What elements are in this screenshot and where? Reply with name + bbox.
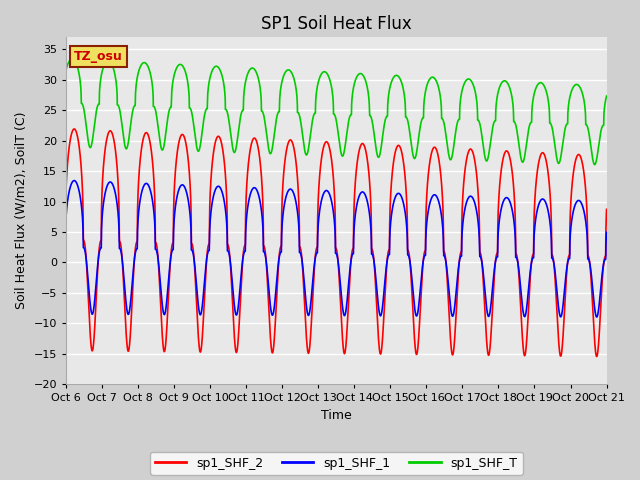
sp1_SHF_1 — [159, 309, 167, 315]
sp1_SHF_2 — [428, 150, 435, 156]
Line: sp1_SHF_1: sp1_SHF_1 — [66, 180, 607, 317]
sp1_SHF_T — [602, 95, 610, 101]
sp1_SHF_T — [591, 162, 598, 168]
sp1_SHF_2 — [70, 126, 78, 132]
sp1_SHF_T — [62, 67, 70, 73]
sp1_SHF_1 — [458, 253, 465, 259]
sp1_SHF_1 — [488, 290, 496, 296]
sp1_SHF_T — [488, 128, 496, 134]
Line: sp1_SHF_T: sp1_SHF_T — [66, 59, 607, 165]
sp1_SHF_T — [428, 74, 435, 80]
sp1_SHF_2 — [62, 185, 70, 191]
sp1_SHF_1 — [603, 229, 611, 235]
sp1_SHF_2 — [316, 168, 324, 173]
sp1_SHF_1 — [62, 213, 70, 219]
X-axis label: Time: Time — [321, 408, 352, 421]
sp1_SHF_2 — [458, 249, 465, 255]
sp1_SHF_T — [316, 73, 324, 79]
Line: sp1_SHF_2: sp1_SHF_2 — [66, 129, 607, 357]
Legend: sp1_SHF_2, sp1_SHF_1, sp1_SHF_T: sp1_SHF_2, sp1_SHF_1, sp1_SHF_T — [150, 452, 523, 475]
sp1_SHF_2 — [602, 220, 610, 226]
sp1_SHF_1 — [602, 237, 610, 243]
sp1_SHF_1 — [316, 204, 324, 210]
sp1_SHF_1 — [70, 178, 78, 183]
sp1_SHF_1 — [428, 195, 435, 201]
sp1_SHF_2 — [593, 354, 600, 360]
sp1_SHF_1 — [593, 314, 600, 320]
Text: TZ_osu: TZ_osu — [74, 50, 123, 63]
sp1_SHF_2 — [488, 313, 496, 319]
sp1_SHF_2 — [159, 345, 167, 350]
sp1_SHF_T — [68, 56, 76, 62]
sp1_SHF_T — [458, 91, 465, 96]
sp1_SHF_T — [603, 93, 611, 99]
sp1_SHF_T — [159, 145, 167, 151]
sp1_SHF_2 — [603, 206, 611, 212]
Title: SP1 Soil Heat Flux: SP1 Soil Heat Flux — [261, 15, 412, 33]
Y-axis label: Soil Heat Flux (W/m2), SoilT (C): Soil Heat Flux (W/m2), SoilT (C) — [15, 112, 28, 310]
